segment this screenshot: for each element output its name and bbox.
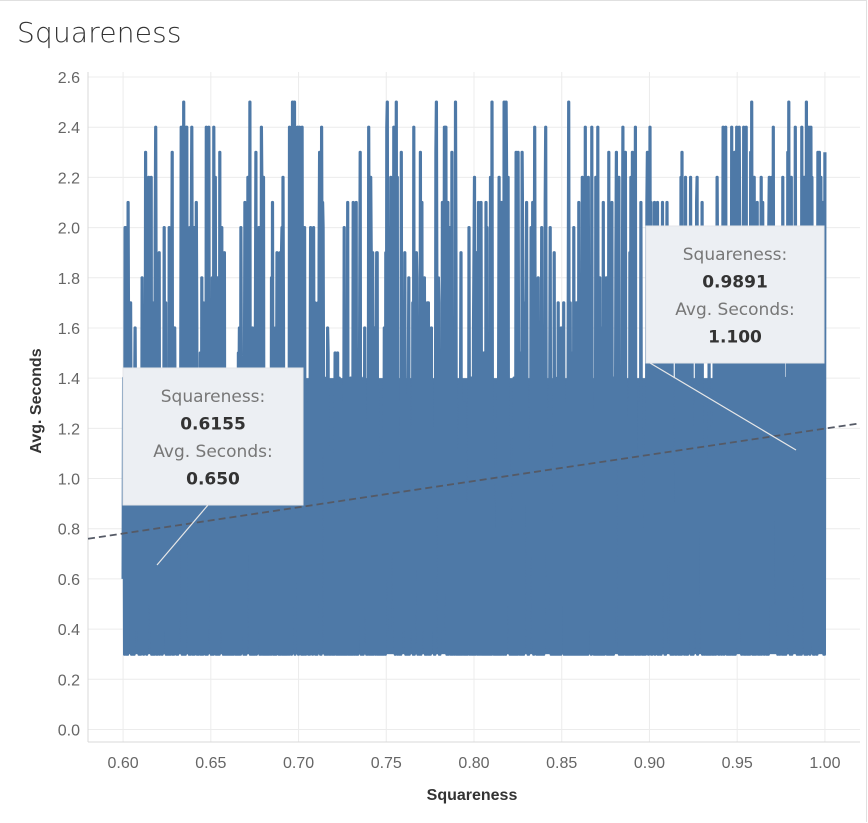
y-tick-label: 1.4 xyxy=(58,371,80,388)
axis-labels: Squareness Avg. Seconds xyxy=(28,348,517,804)
x-tick-label: 0.65 xyxy=(195,755,226,772)
axes: 0.0 0.2 0.4 0.6 0.8 1.0 1.2 1.4 1.6 1.8 2.0 2.2 2.4 2… xyxy=(58,70,860,772)
y-tick-label: 1.8 xyxy=(58,271,80,288)
annotation-background xyxy=(645,225,825,364)
annotation-y-value: 0.650 xyxy=(186,470,240,490)
x-tick-label: 0.90 xyxy=(634,755,665,772)
series-line xyxy=(121,100,827,656)
y-axis-title: Avg. Seconds xyxy=(28,348,45,453)
x-axis-title: Squareness xyxy=(427,787,518,804)
y-tick-label: 0.2 xyxy=(58,672,80,689)
x-tick-label: 0.95 xyxy=(722,755,753,772)
x-tick-label: 0.80 xyxy=(458,755,489,772)
annotation-box: Squareness: 0.9891 Avg. Seconds: 1.100 xyxy=(645,225,825,451)
y-tick-label: 2.6 xyxy=(58,70,80,87)
trend-line xyxy=(87,422,861,540)
x-tick-label: 1.00 xyxy=(809,755,840,772)
y-tick-label: 1.6 xyxy=(58,321,80,338)
annotation-x-label: Squareness: xyxy=(683,245,788,265)
annotation-y-label: Avg. Seconds: xyxy=(153,442,272,462)
y-tick-label: 2.0 xyxy=(58,221,80,238)
y-tick-label: 1.0 xyxy=(58,472,80,489)
chart-title: Squareness xyxy=(17,16,182,49)
annotation-box: Squareness: 0.6155 Avg. Seconds: 0.650 xyxy=(122,367,304,566)
annotation-x-value: 0.6155 xyxy=(180,415,246,435)
annotation-y-value: 1.100 xyxy=(708,328,762,348)
x-tick-label: 0.60 xyxy=(108,755,139,772)
x-tick-label: 0.85 xyxy=(546,755,577,772)
y-tick-label: 0.8 xyxy=(58,522,80,539)
y-tick-label: 0.4 xyxy=(58,622,80,639)
y-tick-label: 1.2 xyxy=(58,421,80,438)
annotation-leader xyxy=(156,504,209,566)
annotation-x-label: Squareness: xyxy=(161,387,266,407)
annotation-y-label: Avg. Seconds: xyxy=(675,300,794,320)
y-tick-label: 0.0 xyxy=(58,722,80,739)
x-tick-label: 0.70 xyxy=(283,755,314,772)
annotation-x-value: 0.9891 xyxy=(702,273,768,293)
trend-line-group xyxy=(87,422,861,540)
y-tick-label: 0.6 xyxy=(58,572,80,589)
x-tick-label: 0.75 xyxy=(371,755,402,772)
y-tick-label: 2.2 xyxy=(58,170,80,187)
annotation-background xyxy=(122,367,304,506)
y-tick-label: 2.4 xyxy=(58,120,80,137)
annotation-leader xyxy=(649,362,797,451)
